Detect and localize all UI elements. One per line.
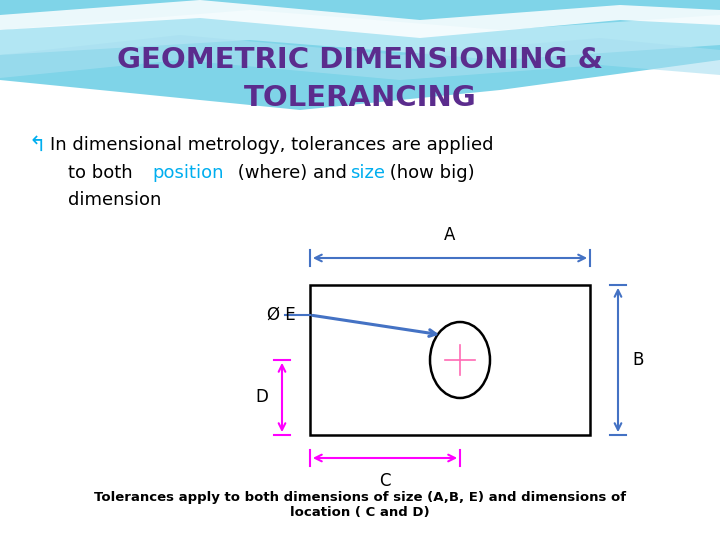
Text: In dimensional metrology, tolerances are applied: In dimensional metrology, tolerances are… (50, 136, 493, 154)
Text: dimension: dimension (68, 191, 161, 209)
Polygon shape (0, 10, 720, 60)
Text: ↰: ↰ (28, 135, 45, 155)
Text: C: C (379, 472, 391, 490)
Text: B: B (632, 351, 644, 369)
Bar (310, 285, 590, 435)
Polygon shape (0, 0, 720, 38)
Text: Tolerances apply to both dimensions of size (A,B, E) and dimensions of
location : Tolerances apply to both dimensions of s… (94, 491, 626, 519)
Text: Ø E: Ø E (267, 306, 296, 324)
Text: (where) and: (where) and (232, 164, 353, 182)
Text: (how big): (how big) (384, 164, 474, 182)
Text: position: position (152, 164, 223, 182)
Text: TOLERANCING: TOLERANCING (243, 84, 477, 112)
Text: size: size (350, 164, 385, 182)
Polygon shape (0, 0, 720, 110)
Text: to both: to both (68, 164, 138, 182)
Text: GEOMETRIC DIMENSIONING &: GEOMETRIC DIMENSIONING & (117, 46, 603, 74)
Text: D: D (255, 388, 268, 407)
Text: A: A (444, 226, 456, 244)
Polygon shape (0, 35, 720, 80)
Ellipse shape (430, 322, 490, 398)
